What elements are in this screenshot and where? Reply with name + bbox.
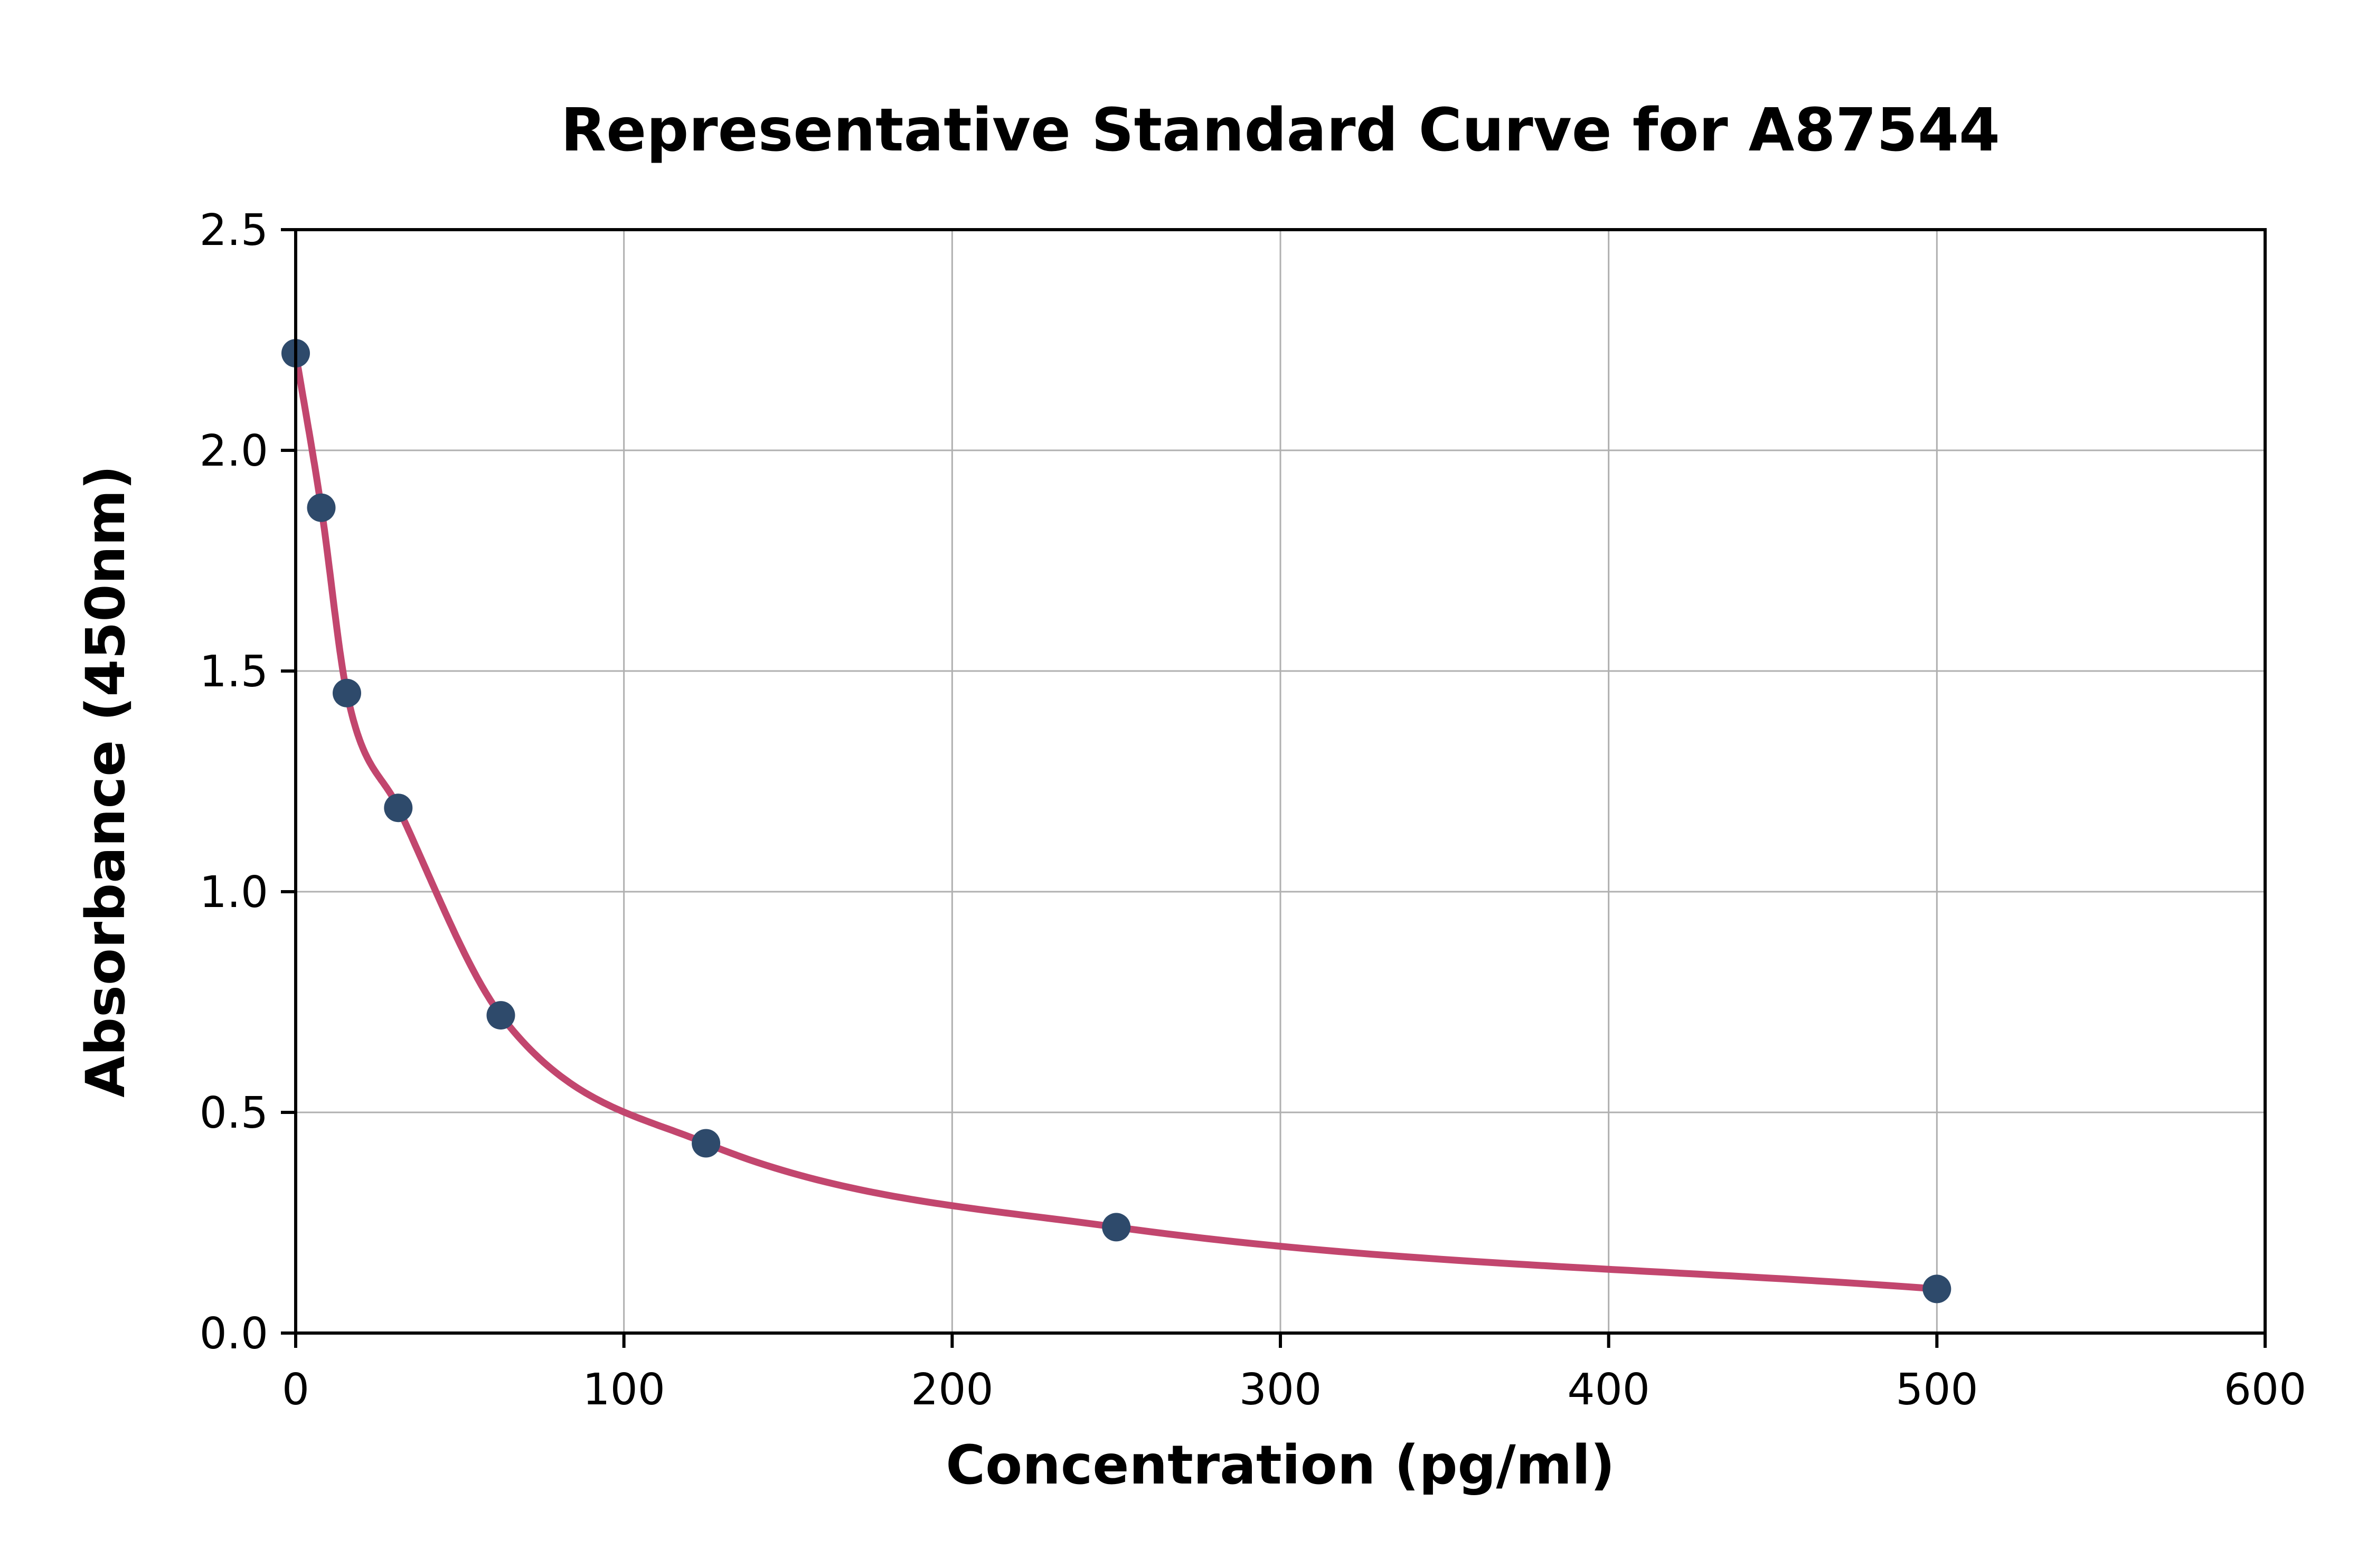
data-points [281,339,1951,1303]
axis-ticks: 0 100 200 300 400 500 600 0.0 0.5 1.0 1.5 2.0 2.5 [200,205,2307,1415]
x-tick-label: 400 [1567,1365,1650,1415]
x-tick-label: 0 [282,1365,309,1415]
x-tick-label: 200 [911,1365,994,1415]
data-point [692,1129,721,1158]
chart-title: Representative Standard Curve for A87544 [561,96,2000,165]
y-axis-label: Absorbance (450nm) [74,465,137,1098]
y-tick-label: 0.0 [200,1309,268,1359]
data-point [486,1001,515,1030]
x-tick-label: 500 [1896,1365,1978,1415]
data-point [333,678,361,707]
y-tick-label: 1.0 [200,867,268,918]
fit-curve [292,350,1940,1292]
x-axis-label: Concentration (pg/ml) [946,1434,1615,1497]
grid-lines [295,229,2266,1334]
data-point [1102,1213,1131,1242]
standard-curve-line [292,350,1940,1292]
x-tick-label: 300 [1239,1365,1322,1415]
x-tick-label: 100 [582,1365,665,1415]
data-point [307,493,336,522]
y-tick-label: 2.0 [200,426,268,476]
y-tick-label: 0.5 [200,1088,268,1138]
y-tick-label: 1.5 [200,647,268,697]
y-tick-label: 2.5 [200,205,268,256]
data-point [1922,1274,1951,1303]
data-point [384,794,413,823]
x-tick-label: 600 [2224,1365,2307,1415]
